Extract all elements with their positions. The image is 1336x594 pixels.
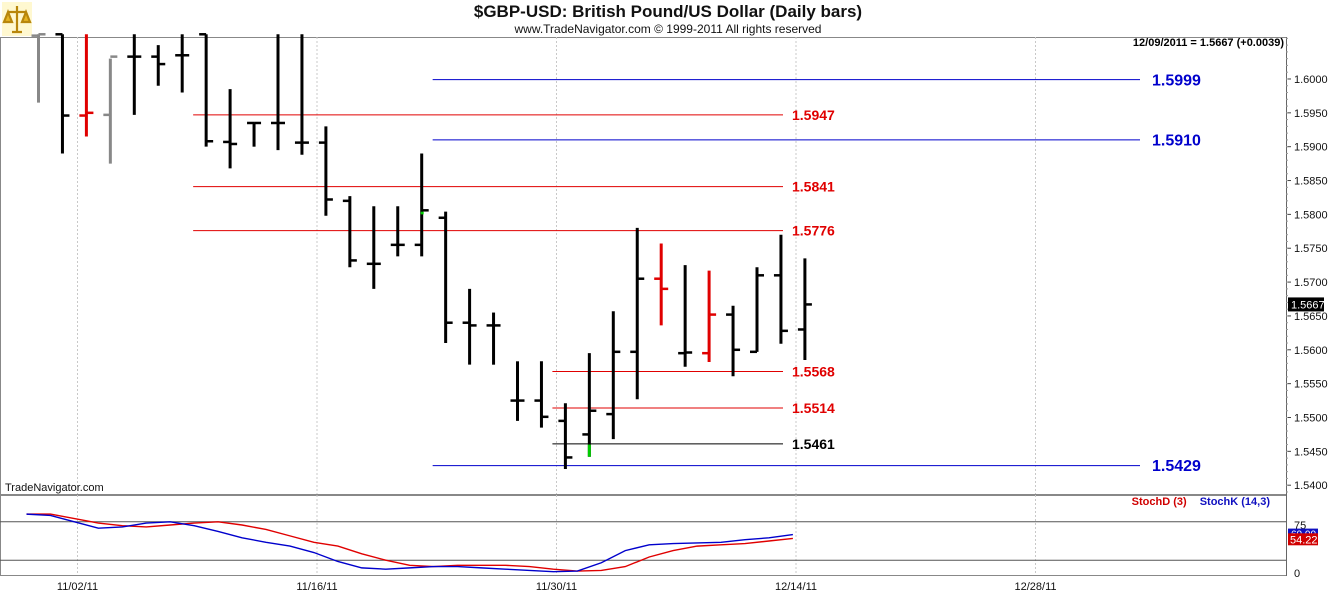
price-level-label: 1.5514 <box>792 400 835 416</box>
price-readout: 12/09/2011 = 1.5667 (+0.0039) <box>1132 37 1284 49</box>
price-level-label: 1.5947 <box>792 107 835 123</box>
price-tick-label: 1.5550 <box>1294 379 1328 391</box>
price-tick-label: 1.5400 <box>1294 480 1328 492</box>
price-tick-label: 1.5750 <box>1294 243 1328 255</box>
last-price-label: 1.5667 <box>1291 299 1325 311</box>
price-level-label: 1.5568 <box>792 363 835 379</box>
price-level-label: 1.5910 <box>1152 133 1201 150</box>
price-level-label: 1.5999 <box>1152 72 1201 89</box>
stoch-panel-border <box>0 495 1287 576</box>
last-price-box <box>1288 297 1324 312</box>
stoch-k-line <box>26 513 793 573</box>
stoch-d-value: 54.22 <box>1290 534 1318 546</box>
price-levels: 1.5999 1.5947 1.5910 1.5841 1.5776 1.5568 1.55… <box>193 72 1201 475</box>
date-tick-label: 11/16/11 <box>296 581 337 593</box>
date-tick-label: 11/02/11 <box>57 581 98 593</box>
date-tick-label: 12/14/11 <box>775 581 817 593</box>
chart-title: $GBP-USD: British Pound/US Dollar (Daily… <box>473 2 863 21</box>
price-tick-label: 1.5950 <box>1294 108 1328 120</box>
price-tick-label: 1.5650 <box>1294 311 1328 323</box>
trade-navigator-logo-icon <box>2 2 32 41</box>
price-tick-label: 1.5500 <box>1294 412 1328 424</box>
price-level-label: 1.5776 <box>792 223 835 239</box>
chart-subtitle: www.TradeNavigator.com © 1999-2011 All r… <box>514 22 822 36</box>
grid <box>0 37 1287 576</box>
price-level-label: 1.5429 <box>1152 458 1201 475</box>
ohlc-bars <box>31 33 812 469</box>
stochastic-legend: StochD (3) StochK (14,3) <box>1132 496 1270 508</box>
watermark: TradeNavigator.com <box>5 482 104 494</box>
price-level-label: 1.5841 <box>792 179 835 195</box>
price-tick-label: 1.5900 <box>1294 142 1328 154</box>
stoch-tick-label: 0 <box>1294 568 1300 580</box>
price-tick-label: 1.5600 <box>1294 345 1328 357</box>
price-tick-label: 1.5800 <box>1294 209 1328 221</box>
stoch-k-legend: StochK (14,3) <box>1199 496 1270 508</box>
date-tick-label: 11/30/11 <box>536 581 577 593</box>
stoch-d-legend: StochD (3) <box>1131 496 1187 508</box>
price-panel-border <box>0 37 1287 495</box>
stoch-d-value-box <box>1288 533 1318 546</box>
date-axis: 11/02/11 11/16/11 11/30/11 12/14/11 12/28/11 <box>57 581 1057 593</box>
date-tick-label: 12/28/11 <box>1014 581 1056 593</box>
price-tick-label: 1.5450 <box>1294 446 1328 458</box>
price-axis: 1.6000 1.5950 1.5900 1.5850 1.5800 1.5750 1.57… <box>1286 37 1328 576</box>
stoch-d-line <box>26 513 793 572</box>
price-tick-label: 1.6000 <box>1294 74 1328 86</box>
price-tick-label: 1.5850 <box>1294 176 1328 188</box>
price-tick-label: 1.5700 <box>1294 277 1328 289</box>
stochastic-panel: 75060.0054.22 <box>0 513 1318 580</box>
price-level-label: 1.5461 <box>792 436 835 452</box>
